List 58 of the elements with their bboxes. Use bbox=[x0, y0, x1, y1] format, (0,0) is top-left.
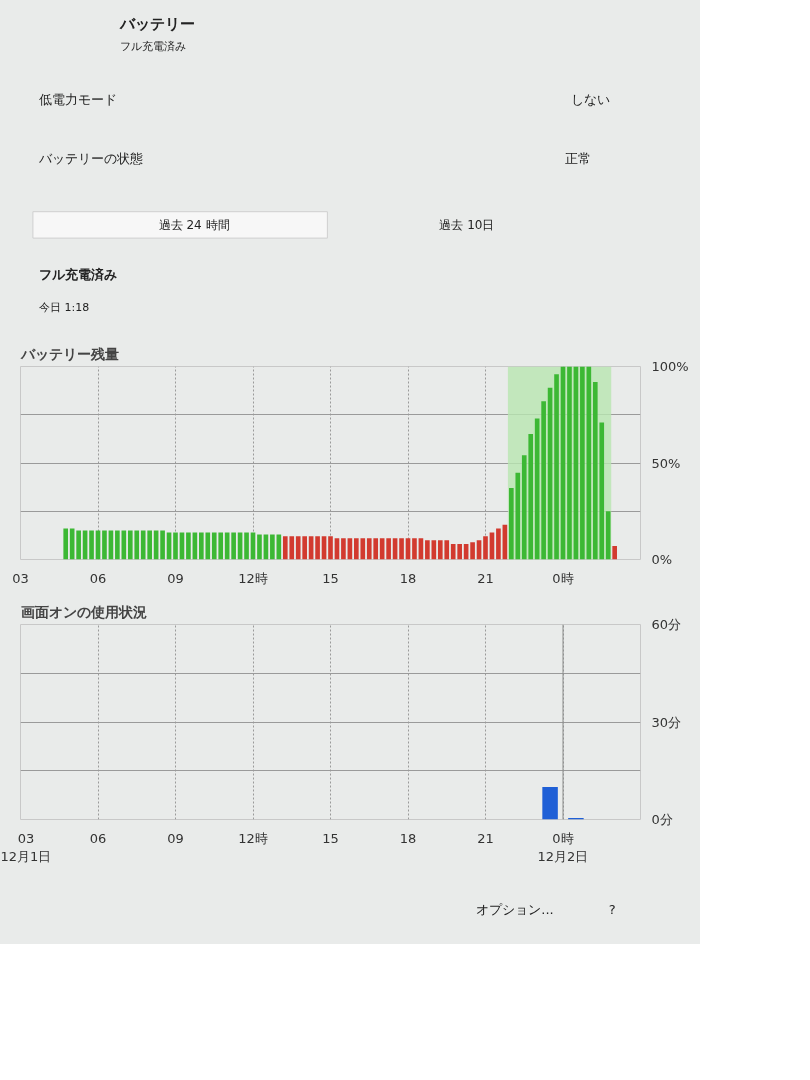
x-tick-label: 06 bbox=[89, 830, 107, 846]
bar bbox=[470, 542, 475, 560]
bar bbox=[386, 538, 391, 560]
text: 今日 1:18 bbox=[39, 300, 90, 314]
bar bbox=[89, 530, 94, 560]
chart-title: 画面オンの使用状況 bbox=[20, 603, 147, 620]
text: バッテリー bbox=[118, 14, 195, 33]
x-tick-label: 18 bbox=[399, 830, 417, 846]
y-tick-label: 0% bbox=[651, 552, 673, 567]
text: 過去 10日 bbox=[439, 217, 495, 232]
y-tick-label: 30分 bbox=[651, 714, 682, 730]
x-tick-label: 21 bbox=[477, 830, 494, 846]
bar bbox=[115, 530, 120, 560]
x-tick-label: 15 bbox=[322, 830, 339, 846]
text: フル充電済み bbox=[39, 266, 118, 282]
bar bbox=[76, 530, 81, 560]
text: バッテリーの状態 bbox=[38, 151, 144, 167]
y-tick-label: 0分 bbox=[651, 812, 673, 827]
bar bbox=[270, 534, 275, 560]
bar bbox=[63, 528, 69, 560]
x-tick-label: 09 bbox=[167, 570, 184, 586]
text: 正常 bbox=[564, 151, 591, 167]
x-tick-label: 12時 bbox=[238, 830, 268, 846]
bar bbox=[244, 532, 249, 560]
bar bbox=[257, 534, 262, 560]
x-tick-label: 21 bbox=[477, 570, 494, 586]
x-tick-label: 0時 12月2日 bbox=[537, 830, 589, 864]
bar bbox=[102, 530, 107, 560]
bar bbox=[173, 532, 178, 560]
text: 過去 24 時間 bbox=[158, 217, 230, 232]
bar bbox=[412, 538, 417, 560]
text: フル充電済み bbox=[119, 40, 186, 54]
x-tick-label: 15 bbox=[322, 570, 339, 586]
bar bbox=[483, 536, 488, 560]
y-tick-label: 60分 bbox=[651, 617, 682, 632]
bar bbox=[399, 538, 404, 560]
x-tick-label: 03 bbox=[12, 570, 29, 586]
bar bbox=[231, 532, 236, 560]
text: しない bbox=[570, 92, 610, 107]
bar bbox=[496, 528, 501, 560]
text: 低電力モード bbox=[39, 92, 118, 107]
bar bbox=[341, 538, 346, 560]
bar bbox=[186, 532, 191, 560]
y-tick-label: 100% bbox=[651, 359, 689, 374]
chart-title: バッテリー残量 bbox=[19, 345, 119, 362]
x-tick-label: 18 bbox=[399, 570, 417, 586]
bar bbox=[160, 530, 165, 560]
text: オプション... bbox=[476, 902, 554, 917]
x-tick-label: 06 bbox=[89, 570, 107, 586]
bar bbox=[315, 536, 320, 560]
x-tick-label: 12時 bbox=[238, 570, 268, 586]
text: ? bbox=[608, 902, 616, 917]
x-tick-label: 03 12月1日 bbox=[0, 830, 52, 864]
bar bbox=[425, 540, 430, 560]
y-tick-label: 50% bbox=[651, 455, 681, 471]
x-tick-label: 0時 bbox=[552, 570, 574, 586]
bar bbox=[328, 536, 333, 560]
x-tick-label: 09 bbox=[167, 830, 184, 846]
